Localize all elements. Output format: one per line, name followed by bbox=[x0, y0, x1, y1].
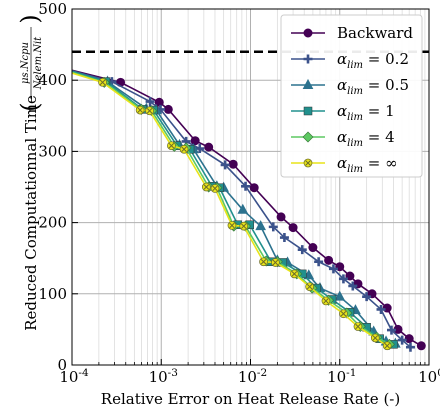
y-axis-label: Reduced Computationnal Time() μs.Ncpu Nele… bbox=[16, 14, 44, 331]
data-point bbox=[241, 181, 251, 191]
series-line bbox=[71, 70, 411, 348]
data-point bbox=[303, 106, 313, 116]
data-point bbox=[271, 258, 280, 267]
legend-label: αlim = 4 bbox=[337, 128, 395, 149]
data-point bbox=[405, 342, 415, 352]
data-point bbox=[376, 304, 386, 314]
legend-label: Backward bbox=[337, 24, 413, 42]
data-point bbox=[204, 142, 214, 152]
data-point bbox=[190, 136, 200, 146]
data-point bbox=[290, 269, 299, 279]
data-point bbox=[228, 159, 238, 169]
x-tick-label: 100 bbox=[418, 367, 440, 386]
legend-label: αlim = 0.5 bbox=[337, 76, 409, 97]
y-axis-label-main: Reduced Computationnal Time bbox=[22, 95, 40, 331]
y-tick-label: 0 bbox=[57, 356, 67, 374]
legend-item: αlim = 0.5 bbox=[291, 76, 409, 97]
data-point bbox=[303, 158, 313, 168]
axis-ticks bbox=[71, 8, 430, 366]
data-point bbox=[370, 333, 380, 343]
data-point bbox=[324, 255, 334, 265]
data-point bbox=[362, 292, 372, 302]
data-point bbox=[386, 325, 396, 335]
legend-label: αlim = 0.2 bbox=[337, 50, 409, 71]
x-tick-label: 10-3 bbox=[149, 367, 178, 386]
paren-right: ) bbox=[16, 14, 44, 23]
data-point bbox=[279, 233, 289, 243]
series-5 bbox=[71, 72, 392, 351]
y-tick-label: 500 bbox=[38, 0, 67, 18]
data-point bbox=[98, 77, 107, 87]
data-point bbox=[227, 221, 237, 230]
x-axis-label: Relative Error on Heat Release Rate (-) bbox=[101, 390, 400, 408]
data-point bbox=[328, 264, 338, 274]
x-tick-label: 10-4 bbox=[59, 367, 89, 386]
data-point bbox=[239, 221, 249, 231]
data-point bbox=[339, 309, 348, 319]
y-label-denominator: Nelem.Nit bbox=[33, 36, 44, 90]
y-tick-label: 200 bbox=[38, 214, 67, 232]
data-point bbox=[397, 335, 407, 345]
legend-label: αlim = ∞ bbox=[337, 154, 398, 175]
data-point bbox=[314, 257, 324, 267]
data-point bbox=[249, 183, 259, 193]
data-point bbox=[145, 97, 155, 107]
y-tick-label: 100 bbox=[38, 285, 67, 303]
data-point bbox=[303, 269, 315, 280]
data-point bbox=[382, 303, 392, 313]
paren-left: ( bbox=[16, 102, 44, 111]
series-0 bbox=[71, 69, 426, 351]
data-point bbox=[259, 257, 268, 267]
series-1 bbox=[71, 70, 415, 352]
data-point bbox=[276, 212, 286, 222]
legend-item: αlim = ∞ bbox=[291, 154, 398, 175]
x-tick-label: 10-2 bbox=[238, 367, 267, 386]
legend-label: αlim = 1 bbox=[337, 102, 395, 123]
y-tick-label: 300 bbox=[38, 142, 67, 160]
legend-item: αlim = 0.2 bbox=[291, 50, 409, 71]
data-point bbox=[288, 223, 298, 233]
data-point bbox=[220, 160, 230, 170]
data-point bbox=[167, 141, 176, 151]
y-tick-labels: 0 100 200 300 400 500 bbox=[38, 0, 67, 374]
data-point bbox=[201, 182, 211, 192]
data-point bbox=[268, 222, 278, 232]
x-tick-labels: 10-4 10-3 10-2 10-1 100 bbox=[59, 367, 440, 386]
legend-item: αlim = 1 bbox=[291, 102, 395, 123]
y-tick-label: 400 bbox=[38, 71, 67, 89]
data-point bbox=[145, 106, 154, 116]
data-point bbox=[334, 290, 346, 301]
data-point bbox=[308, 243, 318, 253]
data-point bbox=[163, 104, 173, 114]
y-label-numerator: μs.Ncpu bbox=[20, 42, 31, 84]
data-point bbox=[303, 28, 313, 38]
data-point bbox=[353, 322, 363, 331]
legend-item: Backward bbox=[291, 24, 413, 42]
data-point bbox=[416, 341, 426, 351]
data-point bbox=[255, 220, 266, 231]
data-point bbox=[302, 78, 314, 89]
data-point bbox=[404, 334, 414, 344]
legend: Backward αlim = 0.2 αlim = 0.5 αlim = 1 αlim… bbox=[280, 14, 423, 178]
data-point bbox=[305, 282, 315, 292]
data-point bbox=[382, 341, 392, 351]
data-point bbox=[302, 131, 314, 143]
data-point bbox=[135, 105, 145, 115]
data-point bbox=[303, 54, 313, 64]
data-point bbox=[297, 245, 307, 255]
data-point bbox=[237, 203, 249, 214]
data-point bbox=[338, 274, 348, 284]
data-point bbox=[348, 281, 358, 291]
data-point bbox=[321, 296, 331, 306]
data-point bbox=[210, 184, 220, 193]
series-layer bbox=[71, 69, 426, 352]
data-point bbox=[179, 144, 189, 154]
data-point bbox=[195, 144, 205, 154]
x-tick-label: 10-1 bbox=[327, 367, 356, 386]
legend-item: αlim = 4 bbox=[291, 128, 395, 149]
